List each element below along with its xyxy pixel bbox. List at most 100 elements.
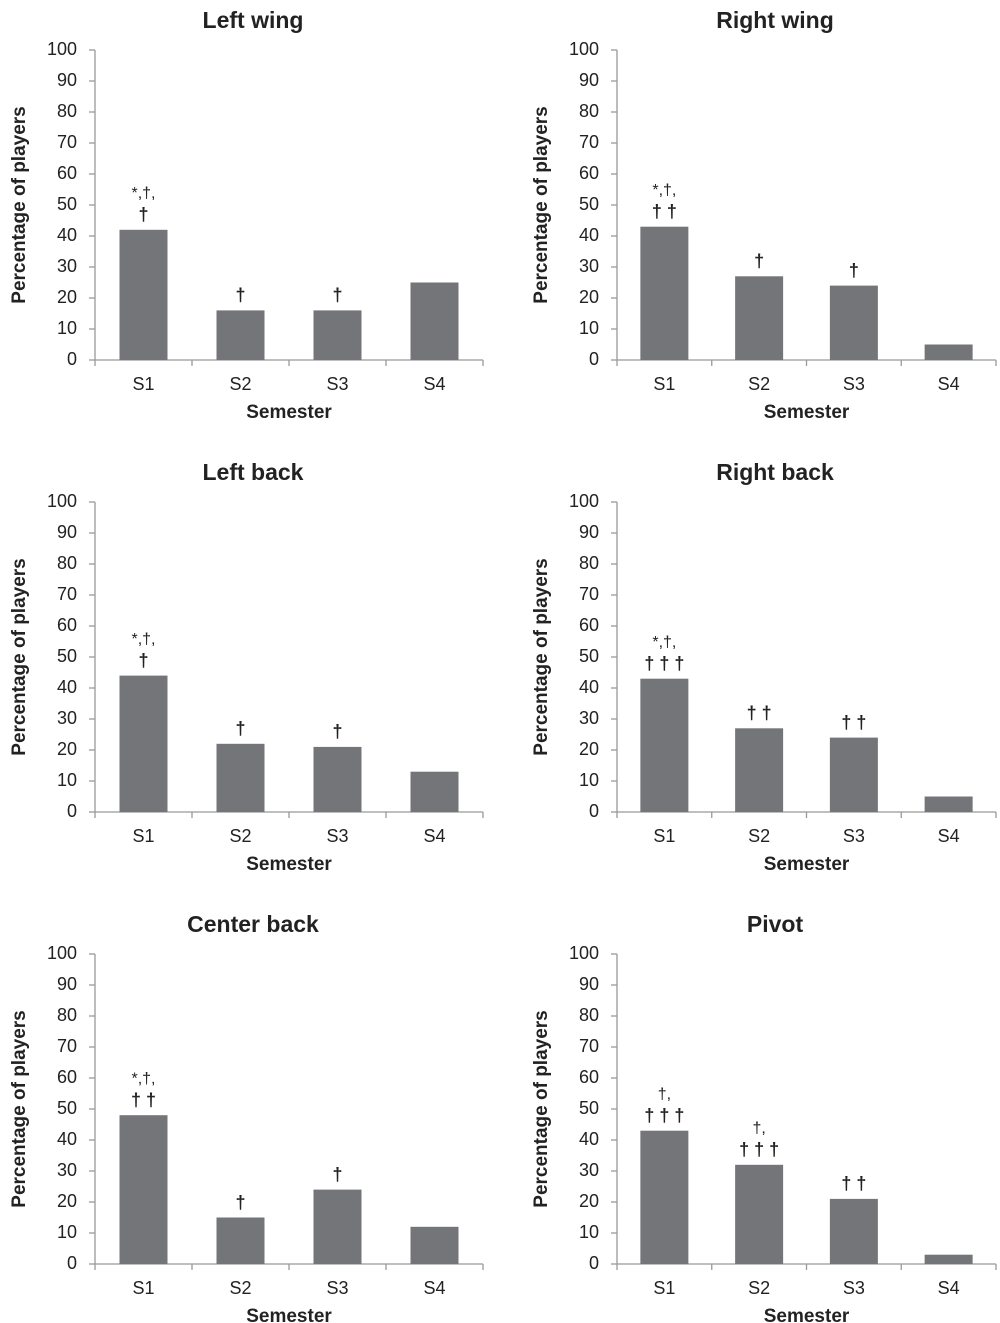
- x-tick-label: S4: [938, 374, 960, 394]
- y-tick-label: 70: [57, 1036, 77, 1056]
- y-tick-label: 20: [579, 739, 599, 759]
- y-tick-label: 70: [57, 132, 77, 152]
- x-axis-label: Semester: [764, 854, 850, 875]
- bar: [410, 282, 459, 360]
- significance-annotation: †: [235, 285, 245, 305]
- y-tick-label: 30: [57, 1160, 77, 1180]
- y-tick-label: 40: [579, 1129, 599, 1149]
- significance-annotation: †: [235, 719, 245, 739]
- x-tick-label: S1: [132, 374, 154, 394]
- bar: [829, 737, 878, 812]
- x-tick-label: S1: [653, 826, 675, 846]
- y-tick-label: 90: [579, 70, 599, 90]
- y-tick-label: 70: [579, 584, 599, 604]
- bar: [829, 285, 878, 360]
- x-tick-label: S3: [843, 1278, 865, 1298]
- significance-annotation: *,†,: [131, 1070, 155, 1087]
- bar: [924, 796, 973, 812]
- y-tick-label: 10: [57, 318, 77, 338]
- y-axis-label: Percentage of players: [531, 106, 552, 303]
- x-tick-label: S1: [653, 1278, 675, 1298]
- x-tick-label: S3: [326, 826, 348, 846]
- y-tick-label: 0: [67, 801, 77, 821]
- y-tick-label: 100: [47, 491, 77, 511]
- y-tick-label: 60: [579, 163, 599, 183]
- bar: [640, 226, 689, 360]
- y-axis-label: Percentage of players: [531, 558, 552, 755]
- bar: [216, 1217, 265, 1264]
- x-tick-label: S2: [748, 1278, 770, 1298]
- bar: [216, 310, 265, 360]
- significance-annotation: †: [138, 650, 148, 670]
- significance-annotation: †: [235, 1192, 245, 1212]
- y-tick-label: 50: [57, 194, 77, 214]
- y-tick-label: 60: [579, 615, 599, 635]
- y-tick-label: 100: [569, 943, 599, 963]
- y-tick-label: 70: [579, 132, 599, 152]
- y-tick-label: 10: [57, 770, 77, 790]
- x-axis-label: Semester: [764, 1306, 850, 1323]
- y-tick-label: 80: [57, 1005, 77, 1025]
- chart-title: Center back: [187, 911, 319, 937]
- y-tick-label: 40: [57, 1129, 77, 1149]
- y-tick-label: 30: [579, 256, 599, 276]
- x-tick-label: S1: [132, 826, 154, 846]
- x-axis-label: Semester: [246, 854, 332, 875]
- bar: [829, 1198, 878, 1264]
- significance-annotation: †: [138, 205, 148, 225]
- y-tick-label: 0: [589, 801, 599, 821]
- bar: [924, 1254, 973, 1264]
- significance-annotation: † †: [841, 712, 866, 732]
- bar: [924, 344, 973, 360]
- y-tick-label: 60: [579, 1067, 599, 1087]
- bar: [735, 276, 784, 360]
- y-tick-label: 100: [47, 943, 77, 963]
- chart-panel: Center back Percentage of players Semester…: [9, 911, 484, 1323]
- bar: [119, 229, 168, 360]
- significance-annotation: †: [849, 260, 859, 280]
- chart-title: Right back: [716, 459, 834, 485]
- y-tick-label: 90: [579, 522, 599, 542]
- y-tick-label: 60: [57, 615, 77, 635]
- significance-annotation: †,: [658, 1086, 671, 1103]
- x-tick-label: S4: [423, 374, 445, 394]
- bar: [313, 746, 362, 812]
- x-tick-label: S4: [423, 826, 445, 846]
- x-tick-label: S4: [423, 1278, 445, 1298]
- x-tick-label: S4: [938, 1278, 960, 1298]
- x-tick-label: S2: [229, 374, 251, 394]
- y-tick-label: 90: [57, 70, 77, 90]
- y-axis-label: Percentage of players: [531, 1010, 552, 1207]
- x-tick-label: S1: [653, 374, 675, 394]
- bar: [216, 743, 265, 812]
- chart-title: Left wing: [203, 7, 304, 33]
- bar: [119, 675, 168, 812]
- y-tick-label: 10: [579, 770, 599, 790]
- y-tick-label: 0: [67, 1253, 77, 1273]
- chart-panel: Right wing Percentage of players Semester 0…: [531, 7, 997, 423]
- y-tick-label: 20: [57, 1191, 77, 1211]
- chart-title: Pivot: [747, 911, 804, 937]
- significance-annotation: † † †: [644, 653, 684, 673]
- y-tick-label: 90: [57, 522, 77, 542]
- significance-annotation: † †: [131, 1090, 156, 1110]
- significance-annotation: †: [332, 285, 342, 305]
- significance-annotation: † † †: [739, 1140, 779, 1160]
- chart-panel: Left wing Percentage of players Semester 0 1…: [9, 7, 484, 423]
- y-tick-label: 70: [579, 1036, 599, 1056]
- y-tick-label: 40: [579, 225, 599, 245]
- y-tick-label: 10: [579, 1222, 599, 1242]
- significance-annotation: †: [332, 1164, 342, 1184]
- y-tick-label: 0: [589, 1253, 599, 1273]
- x-tick-label: S2: [229, 826, 251, 846]
- y-tick-label: 80: [57, 553, 77, 573]
- y-tick-label: 80: [579, 101, 599, 121]
- bar: [735, 1164, 784, 1264]
- significance-annotation: †,: [752, 1120, 765, 1137]
- x-axis-label: Semester: [246, 402, 332, 423]
- significance-annotation: † † †: [644, 1105, 684, 1125]
- y-tick-label: 40: [57, 225, 77, 245]
- y-tick-label: 50: [57, 1098, 77, 1118]
- bar: [119, 1115, 168, 1264]
- y-tick-label: 30: [57, 708, 77, 728]
